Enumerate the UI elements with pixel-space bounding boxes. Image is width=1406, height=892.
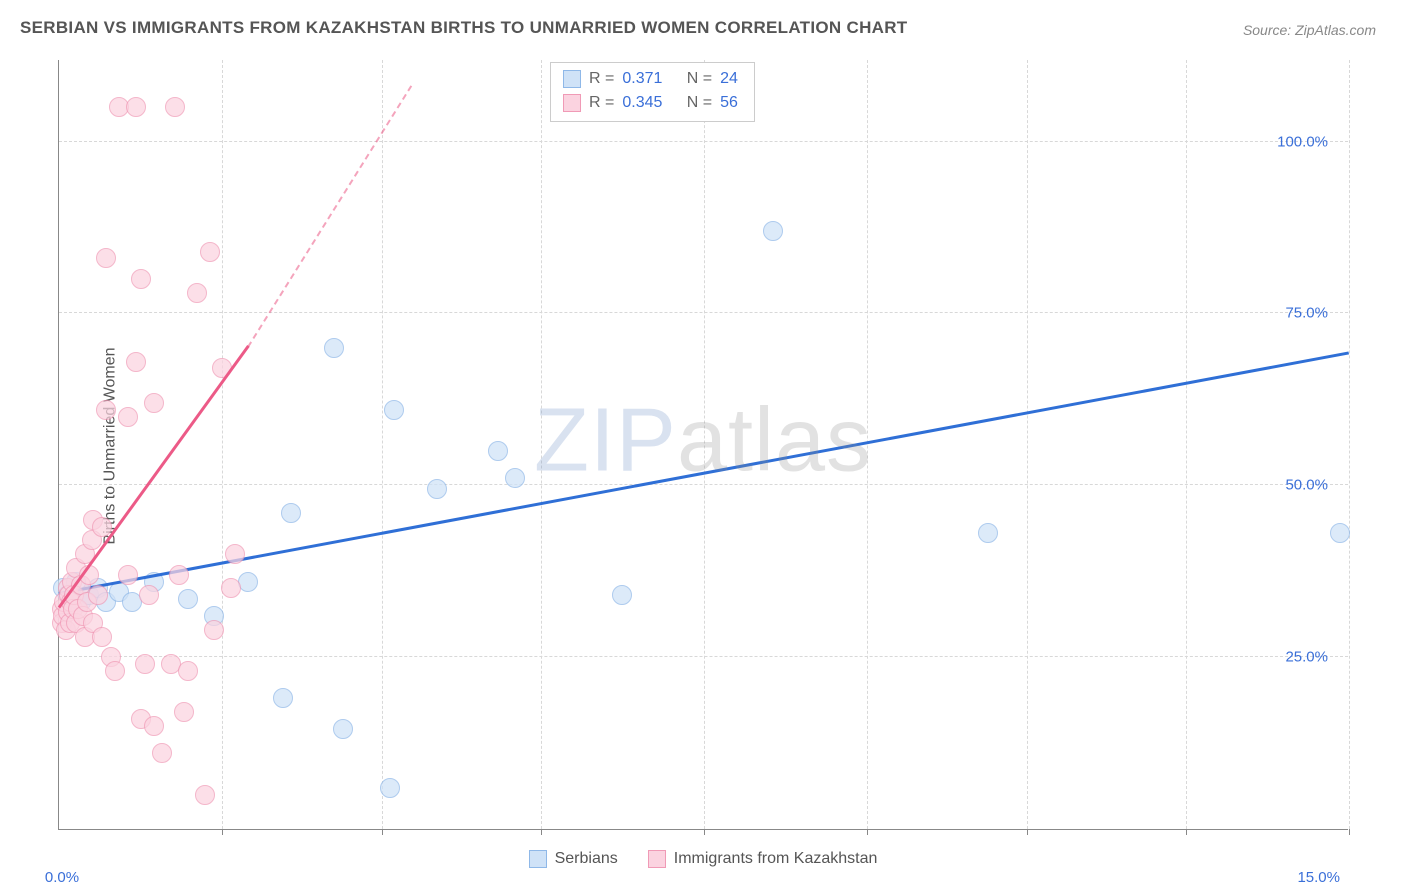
x-tick-mark [222, 829, 223, 835]
data-point [144, 716, 164, 736]
legend-swatch [529, 850, 547, 868]
correlation-legend: R = 0.371 N = 24 R = 0.345 N = 56 [550, 62, 755, 122]
legend-r-value: 0.345 [622, 94, 674, 112]
legend-r-label: R = [589, 94, 614, 112]
data-point [174, 702, 194, 722]
data-point [763, 221, 783, 241]
data-point [88, 585, 108, 605]
x-tick-mark [704, 829, 705, 835]
series-legend-item: Immigrants from Kazakhstan [648, 850, 878, 868]
data-point [178, 661, 198, 681]
x-tick-mark [1349, 829, 1350, 835]
data-point [333, 719, 353, 739]
data-point [139, 585, 159, 605]
gridline-vertical [704, 60, 705, 829]
y-tick-label: 50.0% [1285, 477, 1328, 494]
data-point [165, 97, 185, 117]
legend-n-label: N = [682, 70, 712, 88]
chart-title: SERBIAN VS IMMIGRANTS FROM KAZAKHSTAN BI… [20, 18, 908, 38]
data-point [204, 620, 224, 640]
data-point [324, 338, 344, 358]
data-point [169, 565, 189, 585]
legend-row: R = 0.345 N = 56 [563, 91, 738, 115]
data-point [225, 544, 245, 564]
data-point [238, 572, 258, 592]
y-tick-label: 100.0% [1277, 133, 1328, 150]
data-point [126, 352, 146, 372]
data-point [1330, 523, 1350, 543]
y-tick-label: 75.0% [1285, 305, 1328, 322]
gridline-vertical [541, 60, 542, 829]
trend-line [58, 345, 250, 608]
data-point [131, 269, 151, 289]
x-tick-mark [867, 829, 868, 835]
data-point [505, 468, 525, 488]
data-point [221, 578, 241, 598]
data-point [380, 778, 400, 798]
data-point [281, 503, 301, 523]
data-point [195, 785, 215, 805]
legend-r-value: 0.371 [622, 70, 674, 88]
data-point [96, 248, 116, 268]
data-point [105, 661, 125, 681]
series-legend: Serbians Immigrants from Kazakhstan [0, 850, 1406, 868]
source-attribution: Source: ZipAtlas.com [1243, 22, 1376, 38]
series-legend-label: Serbians [555, 850, 618, 868]
y-tick-label: 25.0% [1285, 649, 1328, 666]
data-point [178, 589, 198, 609]
data-point [118, 407, 138, 427]
gridline-vertical [1027, 60, 1028, 829]
series-legend-label: Immigrants from Kazakhstan [674, 850, 878, 868]
data-point [488, 441, 508, 461]
x-axis-max-label: 15.0% [1297, 869, 1340, 886]
data-point [135, 654, 155, 674]
data-point [144, 393, 164, 413]
data-point [612, 585, 632, 605]
plot-area: 25.0% 50.0% 75.0% 100.0% [58, 60, 1348, 830]
x-tick-mark [382, 829, 383, 835]
gridline-vertical [222, 60, 223, 829]
legend-swatch [563, 70, 581, 88]
legend-r-label: R = [589, 70, 614, 88]
legend-n-value: 56 [720, 94, 738, 112]
legend-n-value: 24 [720, 70, 738, 88]
data-point [92, 517, 112, 537]
legend-swatch [648, 850, 666, 868]
x-tick-mark [1027, 829, 1028, 835]
data-point [92, 627, 112, 647]
data-point [126, 97, 146, 117]
gridline-vertical [382, 60, 383, 829]
data-point [187, 283, 207, 303]
gridline-vertical [1349, 60, 1350, 829]
x-tick-mark [1186, 829, 1187, 835]
data-point [273, 688, 293, 708]
data-point [427, 479, 447, 499]
x-tick-mark [541, 829, 542, 835]
data-point [118, 565, 138, 585]
x-axis-min-label: 0.0% [45, 869, 79, 886]
gridline-vertical [867, 60, 868, 829]
data-point [96, 400, 116, 420]
data-point [978, 523, 998, 543]
data-point [152, 743, 172, 763]
series-legend-item: Serbians [529, 850, 618, 868]
legend-n-label: N = [682, 94, 712, 112]
legend-row: R = 0.371 N = 24 [563, 67, 738, 91]
gridline-vertical [1186, 60, 1187, 829]
legend-swatch [563, 94, 581, 112]
data-point [200, 242, 220, 262]
data-point [384, 400, 404, 420]
trend-line-extrapolated [247, 85, 412, 347]
